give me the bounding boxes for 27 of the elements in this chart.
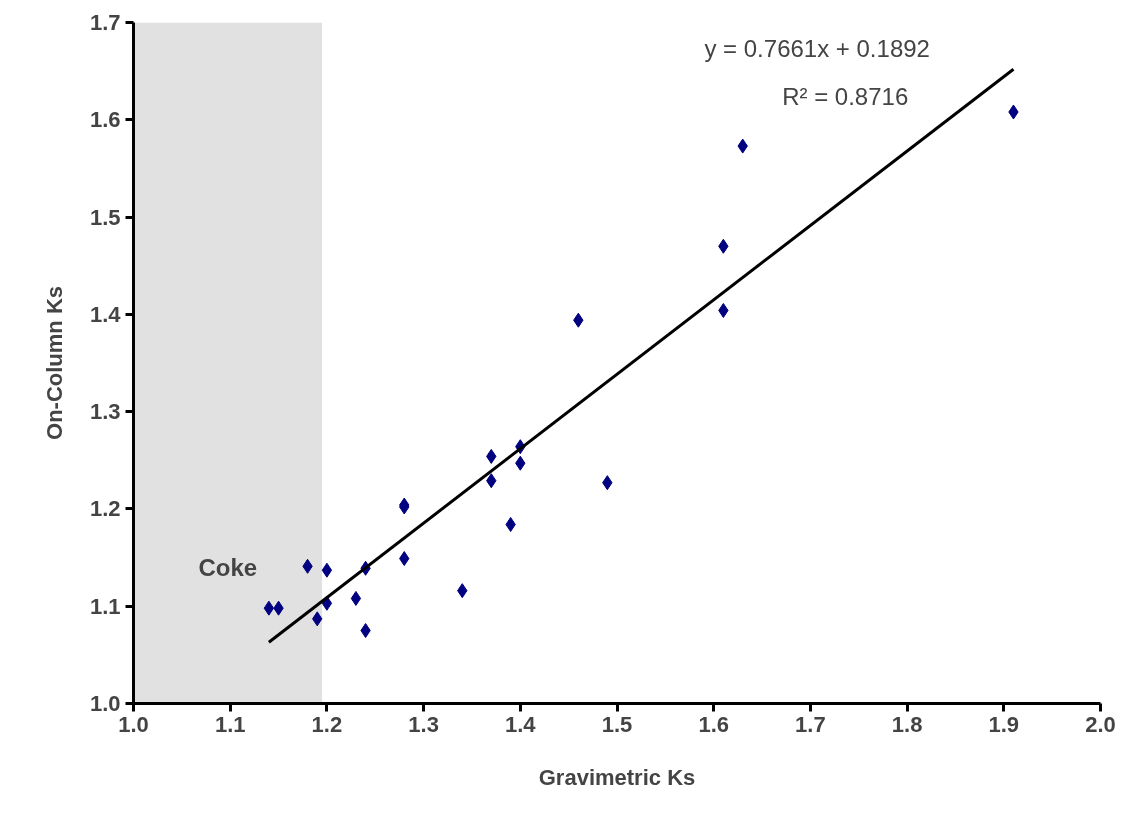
x-tick-label: 1.9 <box>988 711 1020 737</box>
y-axis-title: On-Column Ks <box>41 285 67 440</box>
point <box>321 562 333 578</box>
y-tick-label: 1.7 <box>89 10 121 35</box>
y-tick-label: 1.6 <box>89 107 121 133</box>
x-tick-label: 1.3 <box>408 711 439 737</box>
y-tick-label: 1.0 <box>89 691 121 716</box>
y-tick-label: 1.3 <box>89 399 121 425</box>
x-tick-label: 1.5 <box>601 711 633 737</box>
annotation: R² = 0.8716 <box>782 82 909 110</box>
x-axis-title: Gravimetric Ks <box>538 764 696 790</box>
point <box>350 590 362 606</box>
x-tick-label: 1.4 <box>505 711 537 737</box>
x-tick-label: 1.8 <box>891 711 923 737</box>
x-tick-label: 1.1 <box>214 711 246 737</box>
x-tick-label: 1.2 <box>311 711 343 737</box>
x-tick-label: 1.0 <box>118 711 149 737</box>
x-tick-label: 2.0 <box>1085 711 1116 737</box>
y-tick-label: 1.2 <box>89 496 121 522</box>
y-tick-label: 1.4 <box>89 301 122 327</box>
annotation: y = 0.7661x + 0.1892 <box>704 35 930 63</box>
point <box>263 600 275 616</box>
x-tick-label: 1.6 <box>698 711 729 737</box>
y-tick-label: 1.5 <box>89 204 121 230</box>
y-tick-label: 1.1 <box>89 593 121 619</box>
band-label: Coke <box>198 553 258 581</box>
x-tick-label: 1.7 <box>795 711 826 737</box>
